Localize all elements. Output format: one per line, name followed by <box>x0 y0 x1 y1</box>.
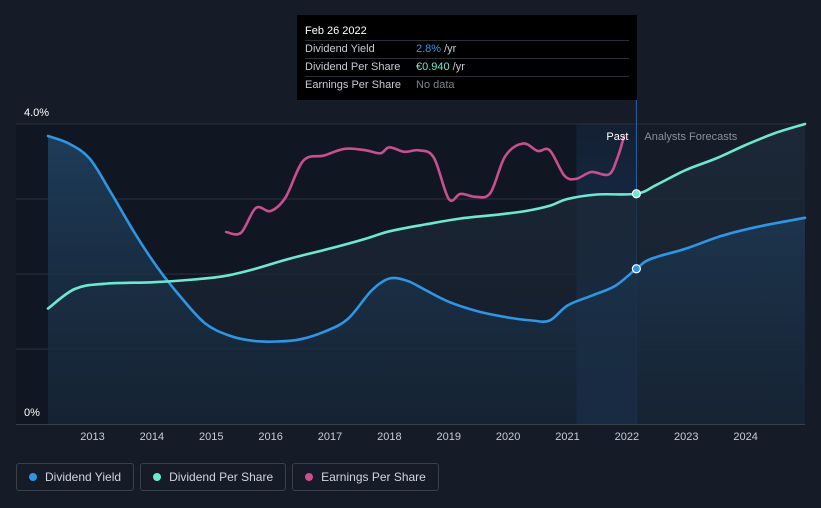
tooltip-row-dividend-per-share: Dividend Per Share €0.940 /yr <box>305 59 629 77</box>
x-tick-label: 2013 <box>80 431 104 443</box>
tooltip-value: No data <box>416 79 455 91</box>
tooltip-label: Dividend Per Share <box>305 61 401 73</box>
legend-item-dividend-per-share[interactable]: Dividend Per Share <box>140 463 287 491</box>
x-tick-label: 2014 <box>140 431 164 443</box>
legend-label: Dividend Per Share <box>169 470 274 484</box>
tooltip-suffix: /yr <box>452 61 465 73</box>
legend-item-dividend-yield[interactable]: Dividend Yield <box>16 463 135 491</box>
legend-item-earnings-per-share[interactable]: Earnings Per Share <box>292 463 439 491</box>
tooltip-row-dividend-yield: Dividend Yield 2.8% /yr <box>305 41 629 59</box>
series-line-dividend-per-share[interactable] <box>46 122 807 310</box>
legend: Dividend Yield Dividend Per Share Earnin… <box>16 463 439 491</box>
series-area-dividend-yield <box>48 136 805 424</box>
tooltip-label: Earnings Per Share <box>305 79 401 91</box>
x-tick-label: 2015 <box>199 431 223 443</box>
x-tick-label: 2017 <box>318 431 342 443</box>
legend-dot-icon <box>153 473 162 481</box>
x-tick-label: 2022 <box>615 431 639 443</box>
tooltip: Feb 26 2022 Dividend Yield 2.8% /yr Divi… <box>297 15 637 100</box>
past-label: Past <box>606 131 628 143</box>
series-marker-dividend-yield[interactable] <box>631 264 641 274</box>
forecast-label: Analysts Forecasts <box>644 131 737 143</box>
legend-dot-icon <box>29 473 37 481</box>
x-tick-label: 2021 <box>555 431 579 443</box>
y-axis-max-label: 4.0% <box>24 107 49 119</box>
legend-label: Earnings Per Share <box>321 470 426 484</box>
tooltip-date: Feb 26 2022 <box>305 23 629 41</box>
tooltip-row-earnings-per-share: Earnings Per Share No data <box>305 77 629 94</box>
tooltip-value: €0.940 <box>416 61 450 73</box>
tooltip-value: 2.8% <box>416 43 442 55</box>
tooltip-label: Dividend Yield <box>305 43 375 55</box>
series-line-earnings-per-share[interactable] <box>224 135 626 236</box>
x-tick-label: 2016 <box>258 431 282 443</box>
x-tick-label: 2018 <box>377 431 401 443</box>
tooltip-suffix: /yr <box>444 43 457 55</box>
x-tick-label: 2024 <box>733 431 757 443</box>
y-axis-min-label: 0% <box>24 407 40 419</box>
series-marker-dividend-per-share[interactable] <box>631 189 641 199</box>
x-tick-label: 2023 <box>674 431 698 443</box>
legend-label: Dividend Yield <box>45 470 122 484</box>
x-tick-label: 2019 <box>437 431 461 443</box>
legend-dot-icon <box>305 473 314 481</box>
x-tick-label: 2020 <box>496 431 520 443</box>
